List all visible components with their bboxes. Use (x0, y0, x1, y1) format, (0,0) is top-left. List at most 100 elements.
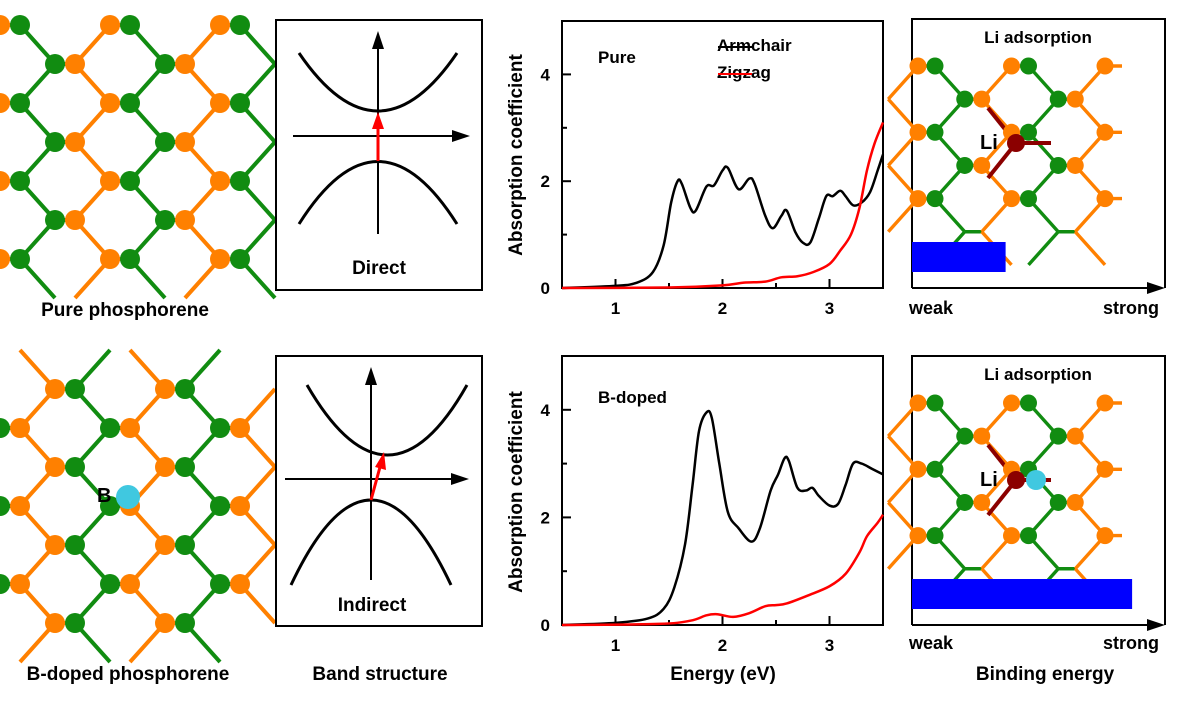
phosphorus-atom (956, 90, 974, 108)
direct-band-diagram (275, 19, 483, 291)
li-label: Li (980, 132, 998, 154)
phosphorus-atom (65, 210, 85, 230)
phosphorus-atom (210, 418, 230, 438)
phosphorus-atom (100, 171, 120, 191)
phosphorus-atom (0, 496, 10, 516)
boron-atom (1026, 470, 1046, 490)
phosphorus-atom (0, 15, 10, 35)
phosphorus-atom (10, 93, 30, 113)
phosphorus-atom (65, 457, 85, 477)
phosphorus-atom (1049, 427, 1067, 445)
phosphorus-atom (100, 93, 120, 113)
li-adsorption-title: Li adsorption (984, 28, 1092, 47)
phosphorus-atom (973, 427, 991, 445)
phosphorus-atom (926, 394, 944, 412)
phosphorus-atom (120, 418, 140, 438)
y-tick-label: 2 (541, 508, 550, 527)
pure-absorption-chart: 1 2 3 0 2 4 (541, 20, 885, 318)
phosphorus-atom (45, 613, 65, 633)
phosphorus-atom (909, 57, 927, 75)
phosphorus-atom (45, 132, 65, 152)
phosphorus-atom (1066, 90, 1084, 108)
phosphorus-atom (210, 171, 230, 191)
phosphorus-atom (45, 54, 65, 74)
phosphorus-atom (65, 379, 85, 399)
phosphorus-atom (1049, 90, 1067, 108)
phosphorus-atom (973, 493, 991, 511)
bond (1027, 230, 1060, 267)
y-tick-label: 2 (541, 172, 550, 191)
arrow-head-icon (365, 367, 377, 385)
phosphorus-atom (1049, 493, 1067, 511)
phosphorus-atom (1066, 427, 1084, 445)
phosphorus-atom (1003, 190, 1020, 208)
panel-frame (275, 19, 483, 291)
phosphorus-atom (0, 249, 10, 269)
phosphorus-atom (100, 496, 120, 516)
phosphorus-atom (120, 93, 140, 113)
band-structure-caption: Band structure (312, 664, 448, 685)
phosphorus-atom (0, 574, 10, 594)
binding-energy-bar (912, 242, 1006, 272)
li-label: Li (980, 469, 998, 491)
strong-label: strong (1103, 633, 1159, 653)
conduction-band (297, 52, 459, 113)
phosphorus-atom (45, 535, 65, 555)
phosphorus-atom (1003, 527, 1020, 545)
phosphorus-atom (155, 132, 175, 152)
phosphorus-atom (230, 249, 250, 269)
phosphorus-atom (155, 210, 175, 230)
phosphorus-atom (100, 249, 120, 269)
phosphorus-atom (100, 574, 120, 594)
phosphorus-atom (1066, 156, 1084, 174)
phosphorus-atom (210, 574, 230, 594)
phosphorus-atom (175, 379, 195, 399)
phosphorus-atom (0, 418, 10, 438)
phosphorus-atom (210, 496, 230, 516)
pure-annotation: Pure (598, 48, 636, 67)
series-line-zigzag (561, 514, 885, 627)
phosphorus-atom (926, 123, 944, 141)
indirect-band-diagram (275, 355, 483, 627)
b-doped-phosphorene-caption: B-doped phosphorene (26, 664, 230, 685)
pure-phosphorene-caption: Pure phosphorene (41, 300, 209, 321)
phosphorus-atom (230, 93, 250, 113)
bond (1073, 230, 1107, 267)
x-tick-label: 1 (611, 636, 620, 655)
phosphorus-atom (120, 574, 140, 594)
phosphorus-atom (926, 190, 944, 208)
weak-label: weak (909, 298, 954, 318)
lattice (886, 394, 1122, 604)
lithium-atom (1007, 471, 1025, 489)
y-tick-label: 4 (541, 65, 551, 84)
phosphorus-atom (909, 460, 927, 478)
arrow-head-icon (1147, 282, 1165, 294)
weak-label: weak (909, 633, 954, 653)
li-adsorption-doped (886, 355, 1166, 631)
legend-zigzag: Zigzag (717, 63, 771, 82)
phosphorus-atom (909, 190, 927, 208)
lattice (0, 348, 277, 664)
phosphorus-atom (1096, 190, 1114, 208)
phosphorus-atom (1003, 394, 1020, 412)
phosphorus-atom (1020, 190, 1037, 208)
li-adsorption-pure (886, 18, 1166, 294)
phosphorus-atom (1096, 460, 1114, 478)
phosphorus-atom (230, 574, 250, 594)
boron-atom (116, 485, 140, 509)
phosphorus-atom (230, 418, 250, 438)
x-tick-label: 3 (825, 299, 834, 318)
b-doped-annotation: B-doped (598, 388, 667, 407)
phosphorus-atom (956, 493, 974, 511)
phosphorus-atom (909, 123, 927, 141)
phosphorus-atom (65, 54, 85, 74)
phosphorus-atom (1020, 527, 1037, 545)
binding-energy-caption: Binding energy (975, 664, 1115, 685)
phosphorus-atom (45, 210, 65, 230)
phosphorus-atom (0, 171, 10, 191)
arrow-head-icon (372, 112, 384, 129)
phosphorus-atom (155, 613, 175, 633)
legend-swatches (718, 46, 752, 75)
arrow-head-icon (372, 31, 384, 49)
phosphorus-atom (10, 249, 30, 269)
